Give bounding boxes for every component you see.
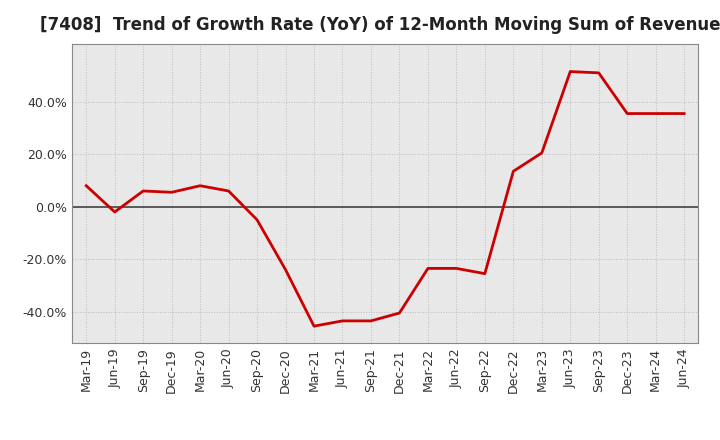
Title: [7408]  Trend of Growth Rate (YoY) of 12-Month Moving Sum of Revenues: [7408] Trend of Growth Rate (YoY) of 12-…	[40, 16, 720, 34]
